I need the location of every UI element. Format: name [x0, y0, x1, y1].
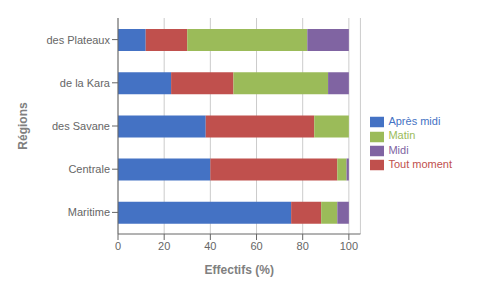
- svg-text:20: 20: [158, 240, 170, 252]
- html-text:Midi: Midi: [388, 143, 409, 156]
- svg-text:Régions: Régions: [16, 102, 30, 150]
- html-text:Tout moment: Tout moment: [388, 157, 452, 170]
- svg-text:Effectifs (%): Effectifs (%): [205, 263, 274, 277]
- svg-text:60: 60: [250, 240, 262, 252]
- svg-text:80: 80: [297, 240, 309, 252]
- svg-text:0: 0: [115, 240, 121, 252]
- svg-text:Maritime: Maritime: [68, 206, 110, 218]
- svg-text:40: 40: [204, 240, 216, 252]
- svg-text:Centrale: Centrale: [68, 163, 110, 175]
- svg-text:des Plateaux: des Plateaux: [46, 34, 110, 46]
- html-text:Après midi: Après midi: [388, 115, 441, 128]
- svg-text:des Savane: des Savane: [52, 120, 110, 132]
- html-text:Matin: Matin: [388, 129, 416, 142]
- svg-text:de la Kara: de la Kara: [60, 77, 111, 89]
- svg-text:100: 100: [340, 240, 358, 252]
